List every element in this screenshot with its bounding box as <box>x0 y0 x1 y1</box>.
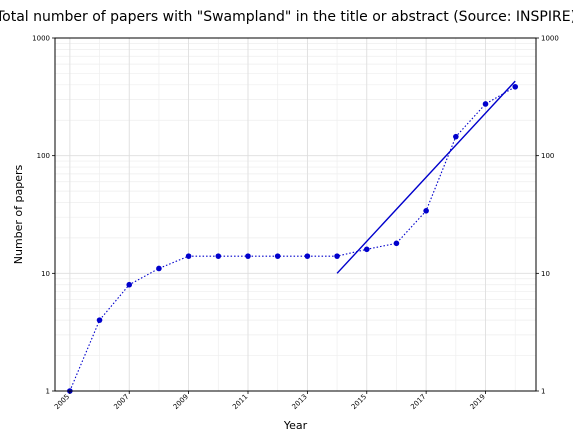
data-point <box>274 253 281 259</box>
series-layer <box>67 80 519 394</box>
data-point <box>304 253 311 259</box>
data-point <box>423 207 429 214</box>
grid-layer <box>55 37 536 392</box>
y-tick-label: 1 <box>46 388 50 396</box>
fit-line <box>336 80 516 274</box>
data-point <box>156 265 162 272</box>
data-point <box>126 281 133 288</box>
data-point <box>482 101 489 107</box>
plot-frame <box>54 37 537 392</box>
y-tick-label-right: 100 <box>541 152 554 160</box>
y-tick-label: 10 <box>41 270 50 278</box>
data-point <box>96 317 103 323</box>
y-tick-label-right: 10 <box>541 270 550 278</box>
y-tick-label-right: 1000 <box>541 35 559 43</box>
data-point <box>363 246 370 253</box>
data-point <box>334 253 340 259</box>
y-axis-label: Number of papers <box>12 164 25 264</box>
data-point <box>453 133 459 140</box>
y-tick-label-right: 1 <box>541 388 545 396</box>
data-point <box>512 83 519 90</box>
data-point <box>245 253 251 259</box>
y-tick-label: 100 <box>37 152 50 160</box>
data-point <box>215 253 222 259</box>
chart-title: Total number of papers with "Swampland" … <box>0 9 573 25</box>
x-axis-label: Year <box>283 419 308 432</box>
data-point <box>185 253 192 259</box>
y-tick-label: 1000 <box>32 35 50 43</box>
data-point <box>393 240 400 247</box>
